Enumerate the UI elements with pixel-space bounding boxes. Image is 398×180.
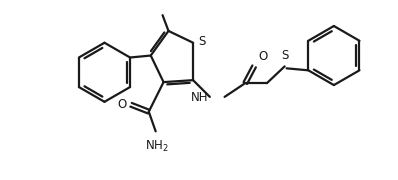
Text: S: S bbox=[198, 35, 205, 48]
Text: S: S bbox=[281, 50, 288, 62]
Text: O: O bbox=[117, 98, 126, 111]
Text: NH: NH bbox=[191, 91, 209, 104]
Text: NH$_2$: NH$_2$ bbox=[145, 139, 169, 154]
Text: O: O bbox=[258, 50, 267, 63]
